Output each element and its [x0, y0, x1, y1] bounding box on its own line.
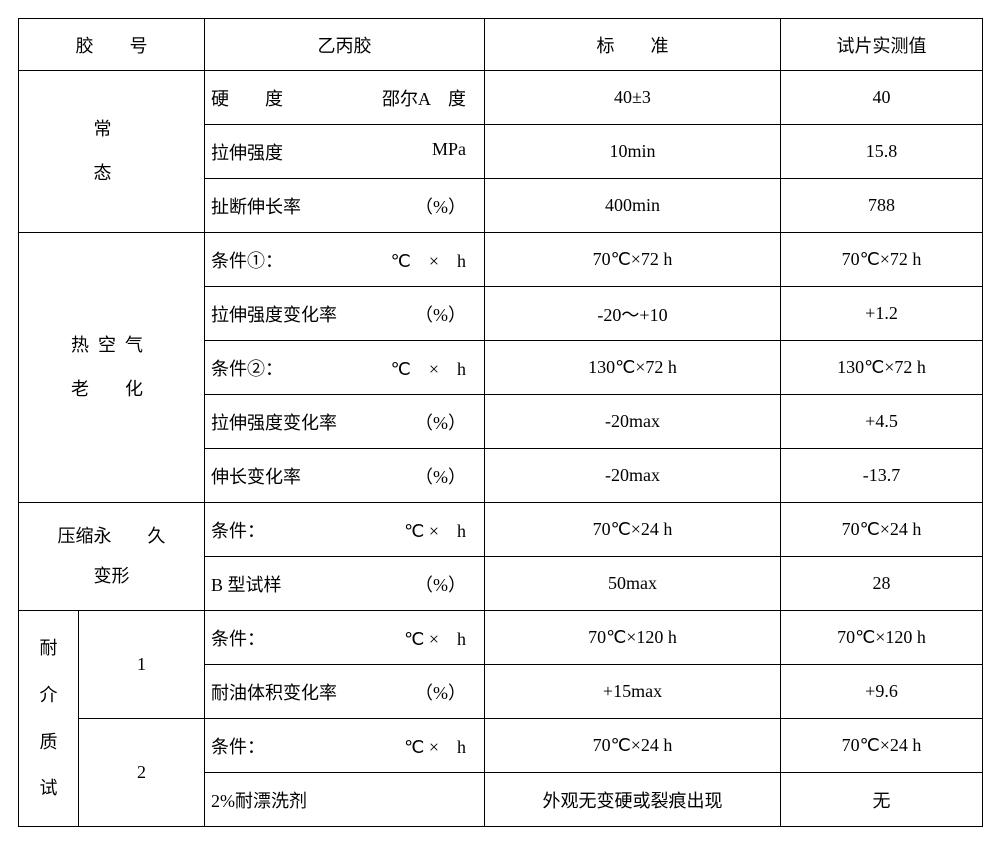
val-cell: 70℃×24 h	[781, 719, 983, 773]
prop-unit: （%）	[415, 301, 466, 327]
prop-cell: 2%耐漂洗剂	[205, 773, 485, 827]
prop-label: 拉伸强度	[211, 143, 283, 163]
table-row: 2 条件：℃ × h 70℃×24 h 70℃×24 h	[19, 719, 983, 773]
prop-label: 硬 度	[211, 89, 283, 109]
val-cell: 40	[781, 71, 983, 125]
val-cell: 788	[781, 179, 983, 233]
prop-label: 扯断伸长率	[211, 197, 301, 217]
prop-unit: ℃ × h	[404, 733, 466, 759]
std-cell: 70℃×24 h	[485, 719, 781, 773]
std-cell: +15max	[485, 665, 781, 719]
val-cell: 28	[781, 557, 983, 611]
std-cell: 50max	[485, 557, 781, 611]
prop-cell: 伸长变化率 （%）	[205, 449, 485, 503]
prop-cell: 拉伸强度变化率 （%）	[205, 287, 485, 341]
header-col4: 试片实测值	[781, 19, 983, 71]
prop-unit: ℃ × h	[404, 517, 466, 543]
val-cell: 70℃×24 h	[781, 503, 983, 557]
prop-unit: ℃ × h	[391, 247, 466, 273]
prop-unit: 邵尔A 度	[382, 85, 466, 111]
prop-label: 条件：	[211, 521, 265, 541]
table-row: 压缩永 久变形 条件：℃ × h 70℃×24 h 70℃×24 h	[19, 503, 983, 557]
section-hot-air-aging: 热空气老 化	[19, 233, 205, 503]
prop-label: 耐油体积变化率	[211, 683, 337, 703]
prop-cell: 条件： ℃ × h	[205, 719, 485, 773]
prop-label: 拉伸强度变化率	[211, 413, 337, 433]
section-medium-test: 耐介质试	[19, 611, 79, 827]
prop-label: 伸长变化率	[211, 467, 301, 487]
prop-label: 条件：	[211, 737, 265, 757]
std-cell: -20max	[485, 449, 781, 503]
header-col1: 胶 号	[19, 19, 205, 71]
val-cell: 70℃×72 h	[781, 233, 983, 287]
val-cell: 70℃×120 h	[781, 611, 983, 665]
subsection-2: 2	[79, 719, 205, 827]
std-cell: 70℃×120 h	[485, 611, 781, 665]
section-title-line: 压缩永 久	[58, 526, 166, 546]
prop-cell: 耐油体积变化率 （%）	[205, 665, 485, 719]
val-cell: +9.6	[781, 665, 983, 719]
prop-unit: （%）	[415, 409, 466, 435]
val-cell: +4.5	[781, 395, 983, 449]
spec-table: 胶 号 乙丙胶 标 准 试片实测值 常态 硬 度 邵尔A 度 40±3 40 拉伸…	[18, 18, 983, 827]
std-cell: 70℃×24 h	[485, 503, 781, 557]
prop-unit: ℃ × h	[391, 355, 466, 381]
prop-unit: （%）	[415, 571, 466, 597]
std-cell: 40±3	[485, 71, 781, 125]
prop-cell: 条件②： ℃ × h	[205, 341, 485, 395]
header-col2: 乙丙胶	[205, 19, 485, 71]
prop-cell: 拉伸强度变化率 （%）	[205, 395, 485, 449]
std-cell: -20max	[485, 395, 781, 449]
val-cell: 15.8	[781, 125, 983, 179]
prop-cell: 硬 度 邵尔A 度	[205, 71, 485, 125]
table-row: 耐介质试 1 条件：℃ × h 70℃×120 h 70℃×120 h	[19, 611, 983, 665]
std-cell: 130℃×72 h	[485, 341, 781, 395]
prop-cell: 拉伸强度 MPa	[205, 125, 485, 179]
section-normal: 常态	[19, 71, 205, 233]
std-cell: 400min	[485, 179, 781, 233]
prop-label: 条件①：	[211, 251, 283, 271]
header-col3: 标 准	[485, 19, 781, 71]
section-compression-set: 压缩永 久变形	[19, 503, 205, 611]
prop-label: 拉伸强度变化率	[211, 305, 337, 325]
table-row: 热空气老 化 条件①：℃ × h 70℃×72 h 70℃×72 h	[19, 233, 983, 287]
val-cell: +1.2	[781, 287, 983, 341]
std-cell: -20～+10	[485, 287, 781, 341]
section-title-line: 变形	[94, 566, 130, 586]
prop-cell: 条件： ℃ × h	[205, 611, 485, 665]
prop-unit: MPa	[432, 139, 466, 160]
prop-cell: 条件①： ℃ × h	[205, 233, 485, 287]
prop-unit: （%）	[415, 193, 466, 219]
table-row: 常态 硬 度邵尔A 度 40±3 40	[19, 71, 983, 125]
prop-unit: （%）	[415, 463, 466, 489]
subsection-1: 1	[79, 611, 205, 719]
prop-label: 条件②：	[211, 359, 283, 379]
std-cell: 10min	[485, 125, 781, 179]
prop-label: 条件：	[211, 629, 265, 649]
val-cell: -13.7	[781, 449, 983, 503]
std-cell: 外观无变硬或裂痕出现	[485, 773, 781, 827]
val-cell: 130℃×72 h	[781, 341, 983, 395]
prop-cell: B 型试样 （%）	[205, 557, 485, 611]
table-header-row: 胶 号 乙丙胶 标 准 试片实测值	[19, 19, 983, 71]
val-cell: 无	[781, 773, 983, 827]
prop-cell: 条件： ℃ × h	[205, 503, 485, 557]
prop-unit: ℃ × h	[404, 625, 466, 651]
prop-unit: （%）	[415, 679, 466, 705]
prop-cell: 扯断伸长率 （%）	[205, 179, 485, 233]
prop-label: 2%耐漂洗剂	[211, 791, 307, 811]
prop-label: B 型试样	[211, 575, 282, 595]
std-cell: 70℃×72 h	[485, 233, 781, 287]
